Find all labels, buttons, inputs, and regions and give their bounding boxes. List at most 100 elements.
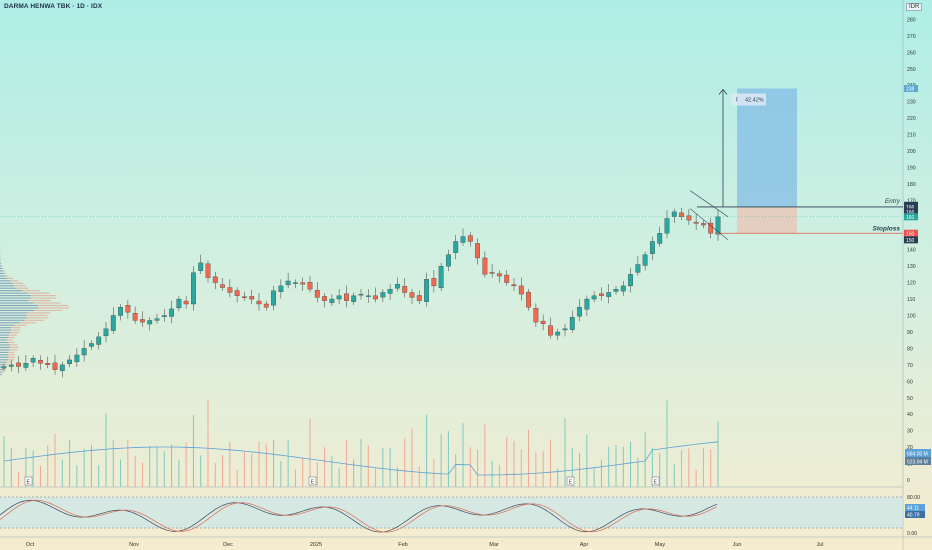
price-axis-label: 170	[907, 198, 916, 204]
volume-profile-bar	[21, 290, 40, 292]
volume-bar	[141, 462, 143, 487]
time-axis-label: Oct	[26, 542, 35, 548]
volume-profile-bar	[8, 351, 15, 353]
candle-body	[278, 285, 284, 292]
oscillator-value-2: 40.79	[907, 513, 920, 519]
candle-body	[358, 293, 364, 296]
volume-profile-bar	[0, 309, 35, 311]
volume-bar	[469, 447, 471, 487]
price-badge	[904, 208, 918, 216]
price-axis-label: 260	[907, 50, 916, 56]
price-badge-label: 166	[906, 210, 915, 216]
volume-profile-bar	[11, 329, 21, 331]
candle-body	[642, 254, 648, 266]
volume-profile-bar	[0, 356, 9, 358]
volume-profile-bar	[26, 314, 48, 316]
volume-bar	[513, 440, 515, 487]
volume-bar	[440, 434, 442, 487]
volume-bar	[39, 465, 41, 487]
volume-profile-bar	[0, 297, 31, 299]
candle-body	[511, 284, 517, 287]
oscillator-badge-1	[905, 504, 925, 511]
candle-body	[431, 278, 437, 287]
volume-profile-bar	[15, 287, 29, 289]
volume-profile-bar	[14, 324, 27, 326]
oscillator-axis-label: 0.00	[907, 531, 917, 537]
volume-profile-bar	[0, 262, 2, 265]
candle-body	[438, 265, 444, 289]
candle-body	[154, 318, 160, 321]
volume-profile-bar	[0, 344, 10, 346]
price-axis-label: 210	[907, 133, 916, 139]
volume-profile-bar	[33, 302, 61, 304]
candle-body	[555, 331, 561, 336]
volume-profile-bar	[0, 275, 5, 277]
price-badge	[904, 84, 918, 92]
candle-body	[671, 211, 677, 217]
candle-body	[336, 295, 342, 300]
candle-body	[482, 257, 488, 275]
candle-body	[176, 298, 182, 309]
volume-badge-1	[905, 449, 931, 457]
volume-bar	[134, 455, 136, 487]
volume-profile-bar	[37, 307, 69, 309]
price-axis-label: 80	[907, 346, 913, 352]
volume-profile-bar	[0, 277, 8, 279]
volume-bar	[287, 439, 289, 487]
time-axis-label: 2025	[310, 542, 322, 548]
volume-profile-bar	[2, 270, 5, 272]
volume-bar	[76, 465, 78, 487]
volume-bar	[608, 446, 610, 487]
volume-bar	[302, 457, 304, 487]
oscillator-k-line	[0, 499, 718, 533]
volume-profile-bar	[14, 285, 26, 287]
volume-profile-bar	[0, 322, 20, 324]
candle-body	[16, 362, 21, 367]
volume-profile-bar	[0, 341, 9, 344]
candle-body	[497, 273, 502, 277]
volume-bar	[593, 467, 595, 487]
volume-bar	[557, 468, 559, 487]
candle-body	[518, 285, 524, 295]
candle-body	[249, 296, 255, 300]
candle-body	[584, 298, 590, 310]
volume-profile-bar	[0, 371, 3, 373]
volume-profile-bar	[8, 356, 16, 358]
candle-body	[679, 212, 684, 217]
volume-bar	[681, 449, 683, 487]
candle-body	[533, 308, 539, 323]
volume-bar	[396, 467, 398, 487]
volume-bar	[455, 454, 457, 487]
volume-profile-bar	[0, 267, 2, 270]
price-axis-label: 270	[907, 34, 916, 40]
cursor-icon: I	[736, 97, 738, 103]
price-axis-label: 180	[907, 182, 916, 188]
volume-profile-bar	[0, 314, 27, 316]
volume-profile-bar	[1, 374, 3, 376]
price-badge	[904, 229, 918, 237]
volume-bar	[375, 468, 377, 487]
candle-body	[395, 284, 400, 289]
volume-profile-bar	[0, 312, 28, 314]
price-badge-label: 166	[906, 205, 915, 211]
volume-profile-bar	[2, 371, 4, 373]
oscillator-band	[0, 497, 903, 528]
volume-profile-bar	[0, 351, 9, 353]
candle-body	[628, 274, 633, 287]
volume-bar	[47, 445, 49, 487]
time-axis-label: May	[655, 542, 666, 548]
volume-profile-bar	[0, 272, 4, 274]
event-marker-label: E	[654, 480, 658, 486]
volume-bar	[54, 433, 56, 487]
volume-bar	[236, 469, 238, 487]
volume-bar	[710, 449, 712, 487]
candle-body	[183, 300, 189, 305]
price-badge-label: 150	[906, 238, 915, 244]
volume-bar	[192, 415, 194, 487]
volume-bar	[651, 447, 653, 487]
volume-profile-bar	[10, 346, 19, 348]
currency-label[interactable]: IDR	[906, 3, 923, 11]
candle-body	[526, 291, 531, 308]
